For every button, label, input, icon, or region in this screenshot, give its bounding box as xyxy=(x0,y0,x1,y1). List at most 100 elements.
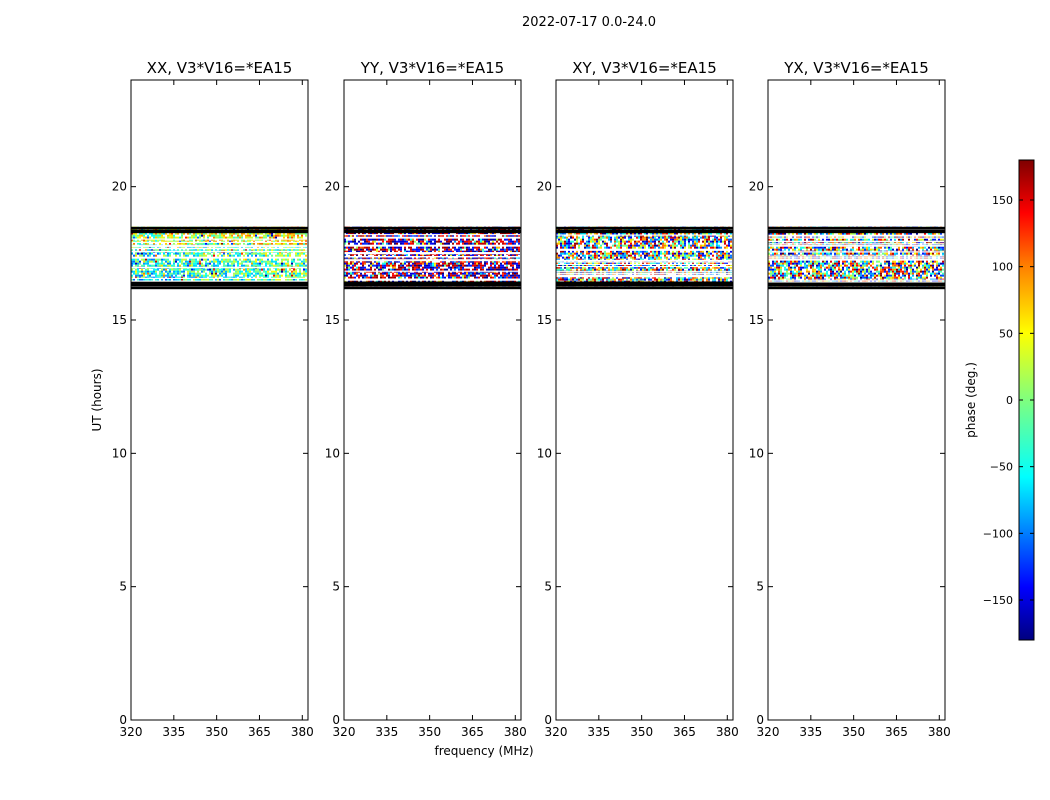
heatmap-cell xyxy=(562,252,564,255)
heatmap-cell xyxy=(352,276,354,279)
heatmap-cell xyxy=(468,262,470,265)
y-tick-label: 10 xyxy=(112,446,127,460)
heatmap-cell xyxy=(229,240,231,243)
heatmap-cell xyxy=(189,270,191,273)
heatmap-cell xyxy=(167,252,169,255)
heatmap-cell xyxy=(510,260,512,263)
heatmap-cell xyxy=(380,256,382,259)
heatmap-cell xyxy=(203,240,205,243)
heatmap-cell xyxy=(199,252,201,255)
heatmap-cell xyxy=(618,250,620,253)
heatmap-cell xyxy=(217,234,219,237)
heatmap-cell xyxy=(352,234,354,237)
heatmap-cell xyxy=(576,234,578,237)
heatmap-cell xyxy=(241,278,243,281)
heatmap-cell xyxy=(592,264,594,267)
heatmap-cell xyxy=(586,264,588,267)
heatmap-cell xyxy=(197,272,199,275)
heatmap-cell xyxy=(562,256,564,259)
heatmap-cell xyxy=(688,256,690,259)
heatmap-cell xyxy=(474,240,476,243)
heatmap-cell xyxy=(173,268,175,271)
heatmap-cell xyxy=(297,274,299,277)
heatmap-cell xyxy=(370,274,372,277)
x-tick-label: 380 xyxy=(291,725,314,739)
heatmap-cell xyxy=(191,276,193,279)
heatmap-cell xyxy=(730,256,732,259)
heatmap-cell xyxy=(580,232,582,235)
heatmap-cell xyxy=(714,238,716,241)
flagged-row xyxy=(344,229,521,232)
heatmap-cell xyxy=(650,246,652,249)
heatmap-cell xyxy=(484,256,486,259)
heatmap-cell xyxy=(360,268,362,271)
heatmap-cell xyxy=(167,262,169,265)
heatmap-cell xyxy=(135,270,137,273)
heatmap-cell xyxy=(472,238,474,241)
heatmap-cell xyxy=(271,276,273,279)
heatmap-cell xyxy=(195,248,197,251)
heatmap-cell xyxy=(724,252,726,255)
heatmap-cell xyxy=(261,254,263,257)
heatmap-cell xyxy=(498,238,500,241)
heatmap-cell xyxy=(159,258,161,261)
heatmap-cell xyxy=(692,240,694,243)
heatmap-cell xyxy=(708,240,710,243)
heatmap-cell xyxy=(468,260,470,263)
heatmap-cell xyxy=(183,242,185,245)
heatmap-cell xyxy=(291,260,293,263)
heatmap-cell xyxy=(251,254,253,257)
heatmap-cell xyxy=(480,262,482,265)
heatmap-cell xyxy=(462,242,464,245)
heatmap-cell xyxy=(576,266,578,269)
heatmap-cell xyxy=(167,248,169,251)
heatmap-cell xyxy=(137,274,139,277)
heatmap-cell xyxy=(680,234,682,237)
heatmap-cell xyxy=(203,254,205,257)
heatmap-cell xyxy=(137,264,139,267)
heatmap-cell xyxy=(648,236,650,239)
heatmap-cell xyxy=(568,254,570,257)
heatmap-cell xyxy=(698,264,700,267)
heatmap-cell xyxy=(283,240,285,243)
heatmap-cell xyxy=(692,238,694,241)
heatmap-cell xyxy=(518,260,520,263)
heatmap-cell xyxy=(131,270,133,273)
heatmap-cell xyxy=(213,240,215,243)
heatmap-cell xyxy=(408,274,410,277)
heatmap-cell xyxy=(372,246,374,249)
heatmap-cell xyxy=(143,262,145,265)
heatmap-cell xyxy=(344,274,346,277)
heatmap-cell xyxy=(291,242,293,245)
heatmap-cell xyxy=(354,248,356,251)
heatmap-cell xyxy=(708,254,710,257)
heatmap-cell xyxy=(706,244,708,247)
heatmap-cell xyxy=(572,244,574,247)
heatmap-cell xyxy=(191,274,193,277)
heatmap-cell xyxy=(422,266,424,269)
heatmap-cell xyxy=(155,262,157,265)
heatmap-cell xyxy=(259,268,261,271)
heatmap-cell xyxy=(247,242,249,245)
heatmap-cell xyxy=(612,232,614,235)
heatmap-cell xyxy=(422,234,424,237)
heatmap-cell xyxy=(566,262,568,265)
heatmap-cell xyxy=(682,240,684,243)
heatmap-cell xyxy=(560,244,562,247)
heatmap-cell xyxy=(682,236,684,239)
heatmap-cell xyxy=(436,266,438,269)
heatmap-cell xyxy=(207,240,209,243)
heatmap-cell xyxy=(191,248,193,251)
heatmap-cell xyxy=(265,236,267,239)
flagged-row xyxy=(344,286,521,290)
heatmap-cell xyxy=(416,250,418,253)
heatmap-cell xyxy=(692,254,694,257)
heatmap-cell xyxy=(598,262,600,265)
heatmap-cell xyxy=(207,248,209,251)
heatmap-cell xyxy=(466,260,468,263)
heatmap-cell xyxy=(370,256,372,259)
heatmap-cell xyxy=(614,238,616,241)
heatmap-cell xyxy=(428,274,430,277)
heatmap-cell xyxy=(151,252,153,255)
heatmap-cell xyxy=(410,234,412,237)
